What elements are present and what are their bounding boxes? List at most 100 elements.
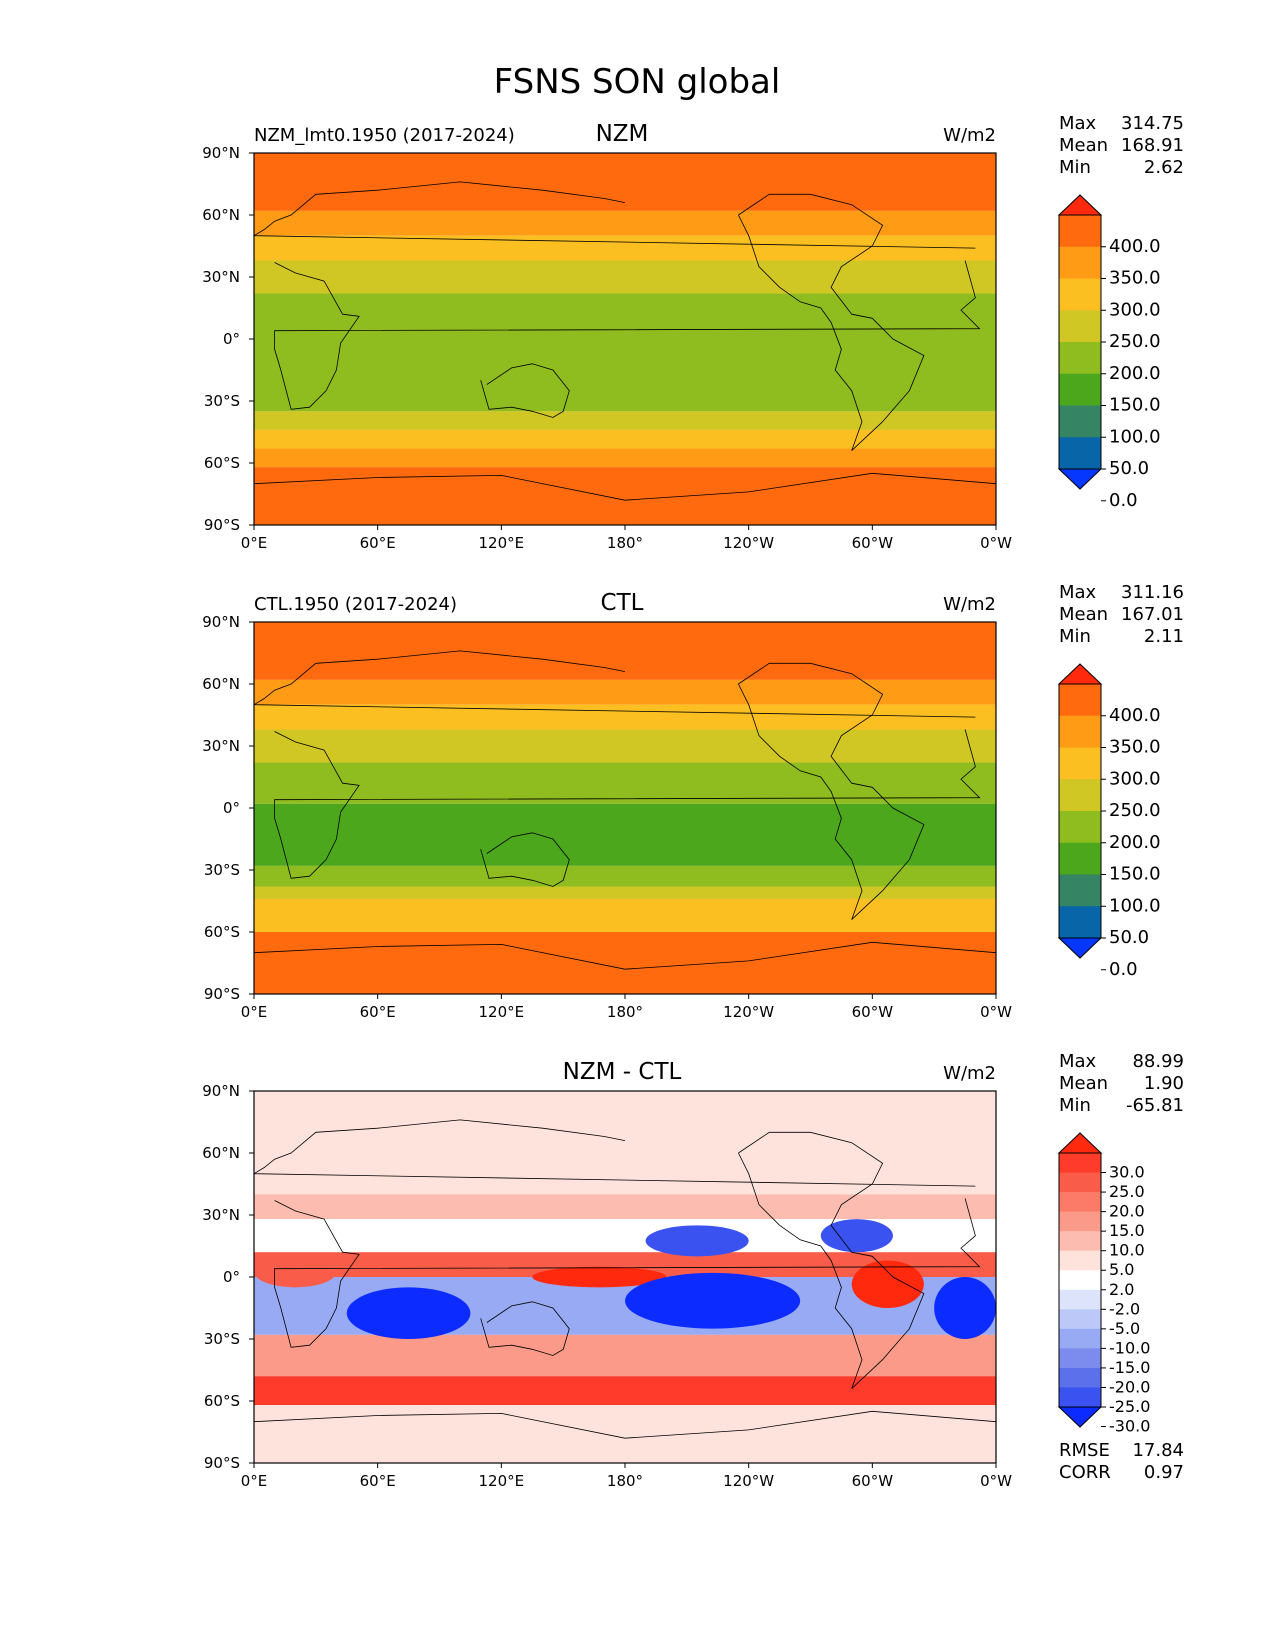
stat-label: Mean [1059,1073,1108,1094]
x-tick-label: 180° [607,1003,643,1021]
stat-value: 311.16 [1121,582,1184,603]
colorbar-extend-min [1057,468,1103,490]
y-tick-label: 60°N [202,1144,240,1162]
coastline [480,363,570,418]
colorbar-segment [1059,1387,1101,1408]
x-tick-label: 180° [607,534,643,552]
y-tick-label: 60°S [204,1392,240,1410]
field-band [254,448,996,468]
coastline [738,193,925,451]
colorbar-segment [1059,1192,1101,1213]
colorbar-label: 250.0 [1109,800,1161,821]
colorbar-segment [1059,811,1101,844]
colorbar-segment [1059,1289,1101,1310]
field-band [254,762,996,804]
colorbar-segment [1059,1328,1101,1349]
field-band [254,1376,996,1406]
x-tick-label: 60°W [852,534,894,552]
colorbar-segment [1059,1211,1101,1232]
field-anomaly [254,1256,337,1288]
x-tick-label: 0°W [980,1472,1012,1490]
colorbar-label: 150.0 [1109,395,1161,416]
y-tick-label: 30°N [202,1206,240,1224]
x-tick-label: 120°W [723,1003,774,1021]
colorbar-label: 200.0 [1109,363,1161,384]
x-tick-label: 120°E [479,534,525,552]
x-tick-label: 180° [607,1472,643,1490]
colorbar-label: 100.0 [1109,426,1161,447]
stat-value: 168.91 [1121,135,1184,156]
field-band [254,865,996,887]
y-tick-label: 0° [223,799,240,817]
stat-label: Mean [1059,135,1108,156]
stat-value: 1.90 [1144,1073,1184,1094]
stat-label: CORR [1059,1462,1111,1483]
colorbar-label: -30.0 [1109,1417,1150,1436]
panel-units: W/m2 [943,1063,996,1084]
colorbar-label: 5.0 [1109,1260,1134,1279]
coastline [254,1119,976,1187]
panel-units: W/m2 [943,125,996,146]
colorbar-segment [1059,246,1101,279]
x-tick-label: 60°E [360,1472,396,1490]
field-band [254,704,996,730]
colorbar-segment [1059,1153,1101,1174]
stat-label: Max [1059,113,1097,134]
panel-title: NZM - CTL [563,1059,682,1085]
colorbar-extend-min [1057,937,1103,959]
x-tick-label: 0°W [980,1003,1012,1021]
field-band [254,679,996,705]
x-tick-label: 120°W [723,1472,774,1490]
colorbar-label: 50.0 [1109,927,1149,948]
y-tick-label: 30°S [204,392,240,410]
y-tick-label: 60°S [204,454,240,472]
y-tick-label: 90°S [204,1454,240,1472]
panel-left-title: CTL.1950 (2017-2024) [254,594,457,615]
colorbar-label: 2.0 [1109,1280,1134,1299]
coastline [254,1410,996,1439]
colorbar-segment [1059,779,1101,812]
colorbar-segment [1059,437,1101,470]
stat-value: 0.97 [1144,1462,1184,1483]
colorbar: 30.025.020.015.010.05.02.0-2.0-5.0-10.0-… [1057,1132,1150,1436]
coastline [738,1131,925,1389]
colorbar-label: 100.0 [1109,895,1161,916]
panel-title: NZM [596,121,649,147]
y-tick-label: 90°N [202,613,240,631]
y-tick-label: 90°N [202,1082,240,1100]
colorbar-segment [1059,1231,1101,1252]
colorbar: 400.0 350.0 300.0 250.0 200.0 150.0 100.0 50.0 0… [1057,194,1161,511]
y-tick-label: 60°N [202,675,240,693]
y-tick-label: 90°S [204,516,240,534]
colorbar-segment [1059,1348,1101,1369]
colorbar-label: 400.0 [1109,705,1161,726]
figure-title: FSNS SON global [494,62,781,102]
x-tick-label: 60°E [360,1003,396,1021]
colorbar-label: 20.0 [1109,1202,1145,1221]
coastline [274,729,981,879]
colorbar-label: -2.0 [1109,1299,1140,1318]
x-tick-label: 120°E [479,1472,525,1490]
x-tick-label: 120°E [479,1003,525,1021]
colorbar-label: 0.0 [1109,490,1138,511]
stat-label: Mean [1059,604,1108,625]
stat-label: Min [1059,1095,1091,1116]
colorbar-segment [1059,1367,1101,1388]
colorbar-label: 50.0 [1109,458,1149,479]
field-band [254,260,996,294]
colorbar-label: 30.0 [1109,1163,1145,1182]
stat-label: Max [1059,582,1097,603]
colorbar-segment [1059,906,1101,939]
colorbar-segment [1059,1250,1101,1271]
colorbar-segment [1059,342,1101,375]
y-tick-label: 30°N [202,268,240,286]
colorbar-label: 200.0 [1109,832,1161,853]
colorbar-extend-max [1057,194,1103,216]
y-tick-label: 60°S [204,923,240,941]
colorbar-extend-max [1057,663,1103,685]
field-band [254,1334,996,1377]
panel-3: 90°N 60°N 30°N 0° 30°S 60°S 90°S0°E 60°E 120°E 18… [202,1051,1184,1490]
stat-value: 2.62 [1144,157,1184,178]
stat-label: Max [1059,1051,1097,1072]
colorbar-segment [1059,310,1101,343]
